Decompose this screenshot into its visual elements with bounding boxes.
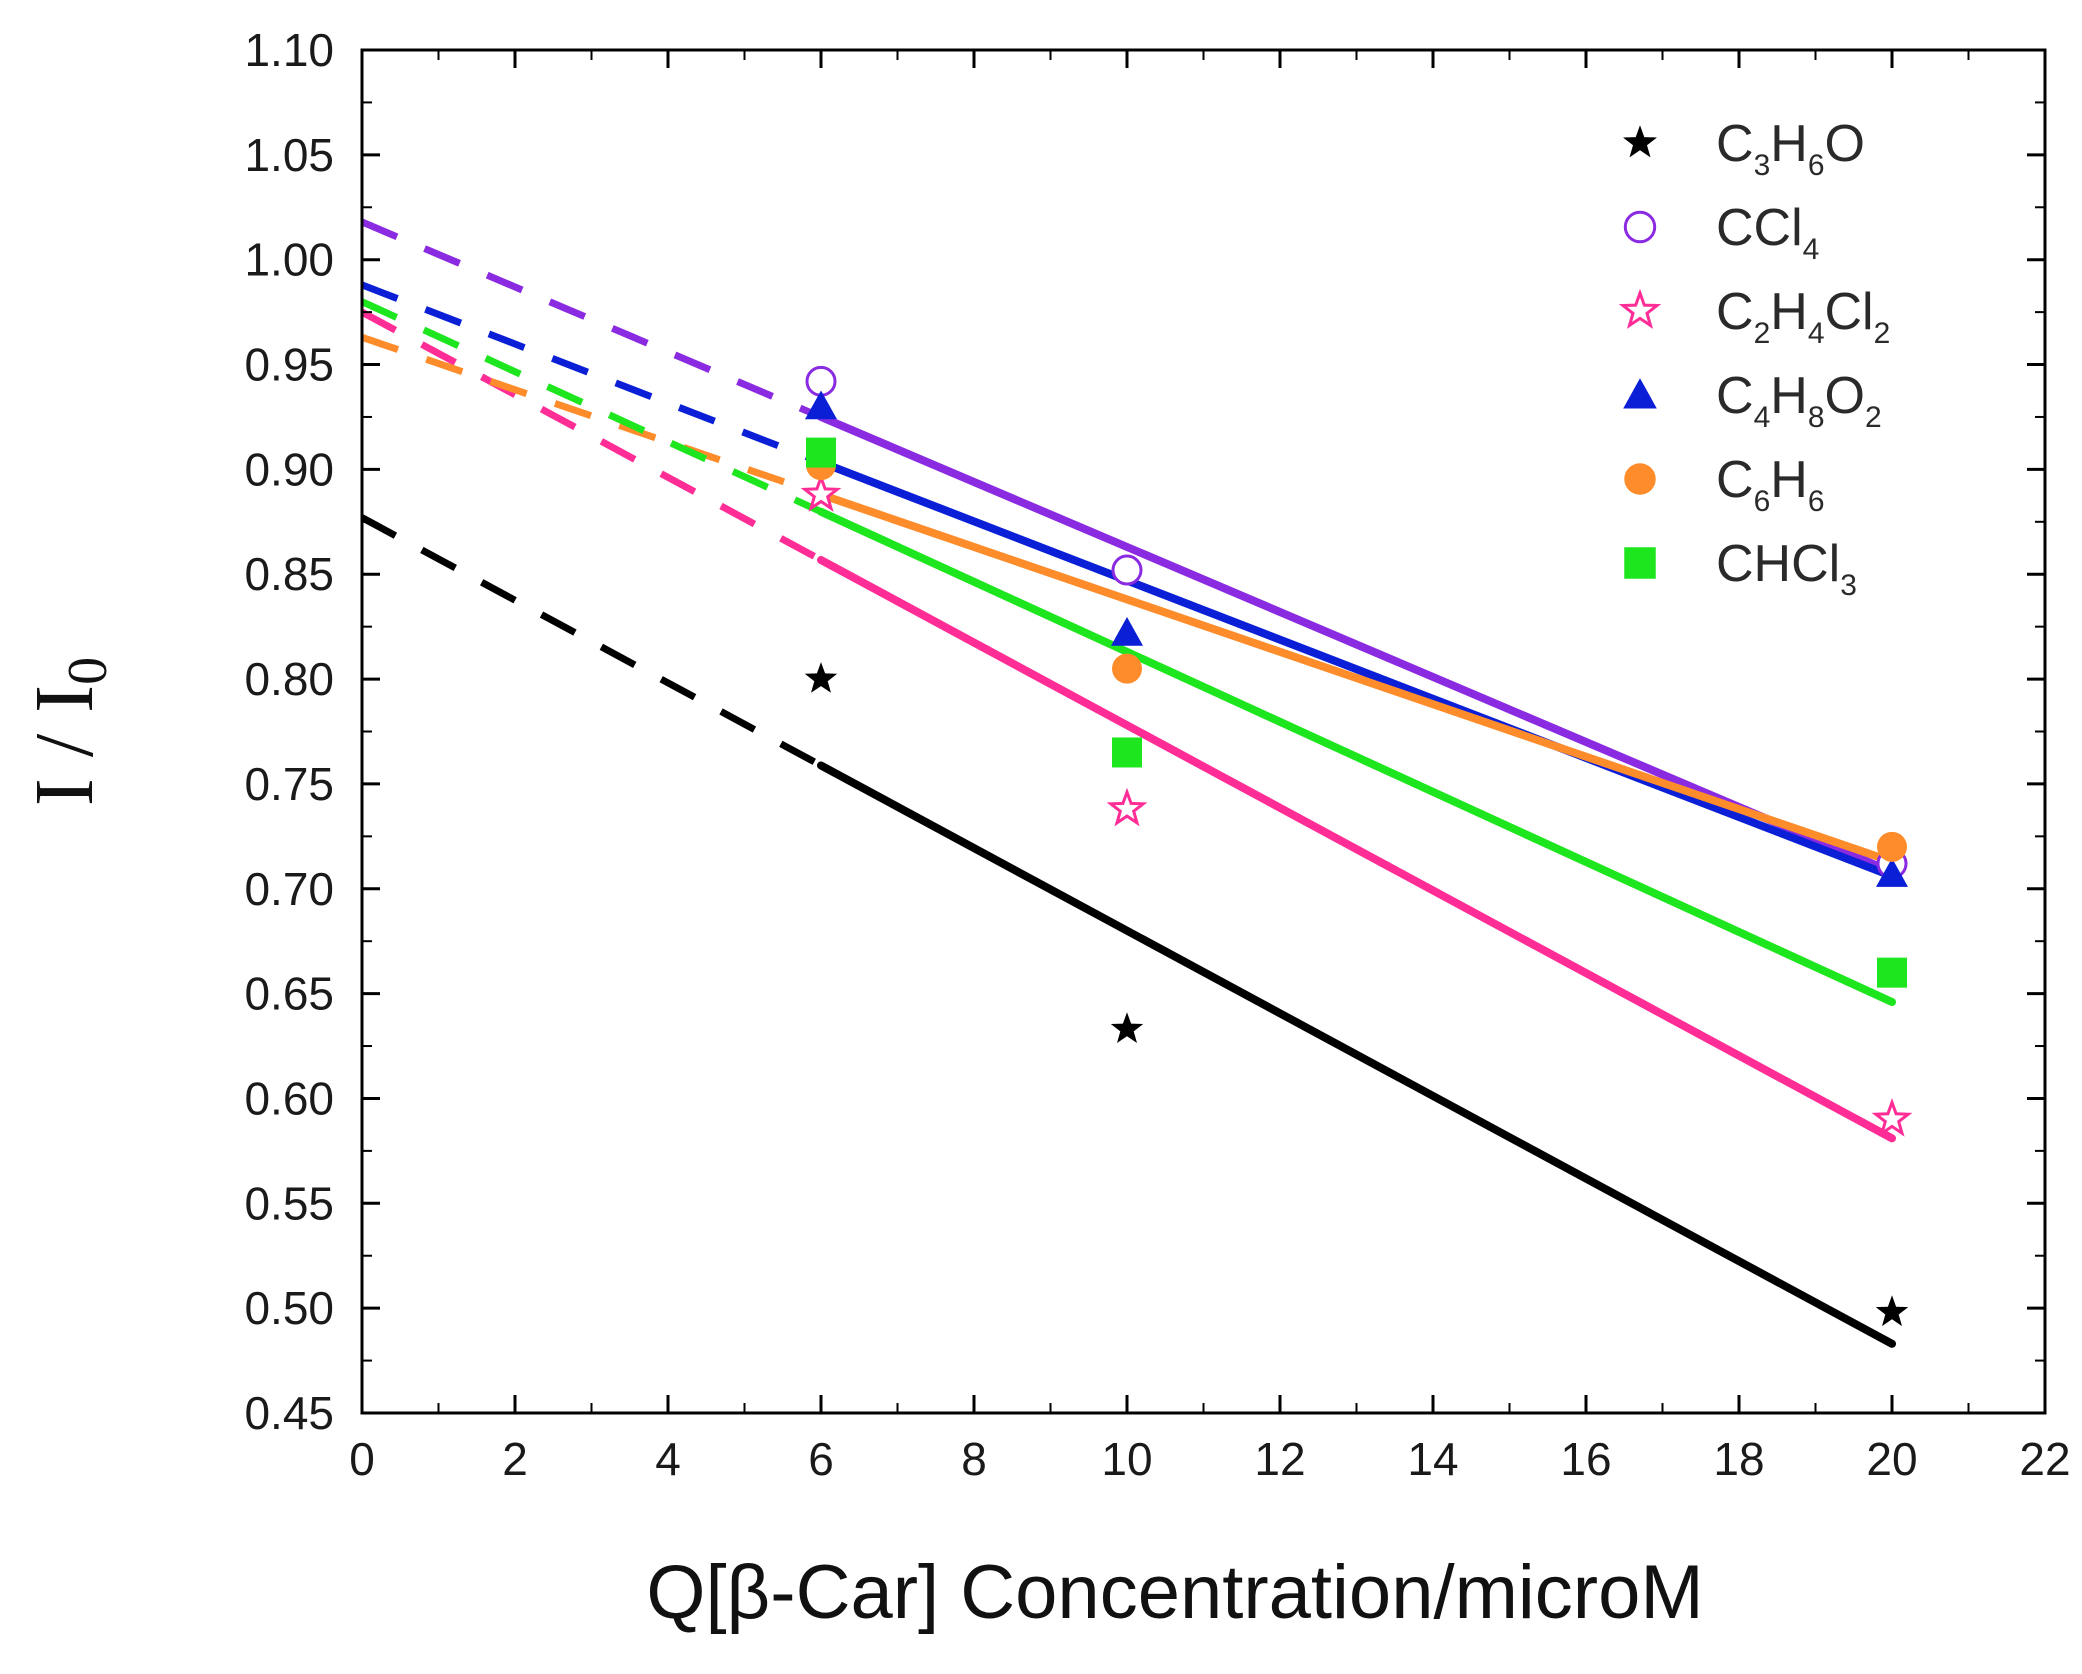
fit-extrapolation-chcl3 — [360, 298, 823, 515]
y-tick-label: 0.80 — [244, 653, 334, 705]
legend-marker-chcl3 — [1624, 547, 1656, 579]
x-tick-label: 22 — [2019, 1433, 2070, 1485]
y-axis-title: I / I0 — [18, 657, 119, 806]
legend-label-c3h6o: C3H6O — [1716, 115, 1865, 182]
x-tick-label: 4 — [655, 1433, 681, 1485]
y-tick-label: 0.50 — [244, 1282, 334, 1334]
data-point-c3h6o — [1110, 1012, 1144, 1043]
fit-line-c3h6o — [817, 761, 1896, 1348]
data-point-c4h8o2 — [1876, 858, 1908, 887]
data-point-c2h4cl2 — [800, 473, 842, 512]
legend: C3H6O CCl4 C2H4Cl2 C4H8O2 C6H6 CHCl3 — [1618, 115, 1890, 602]
legend-label-chcl3: CHCl3 — [1716, 535, 1857, 602]
axis-ticks: 0 2 4 6 8 10 12 14 16 18 20 22 0.45 0.50 0.55 0.60 0.65 0… — [244, 24, 2070, 1485]
x-axis-title: Q[β-Car] Concentration/microM — [646, 1550, 1703, 1635]
fit-extrapolation-c3h6o — [360, 514, 823, 769]
data-points — [800, 365, 1913, 1327]
fit-extrapolation-c2h4cl2 — [360, 309, 823, 564]
fit-line-c2h4cl2 — [817, 555, 1896, 1143]
data-point-c6h6 — [1112, 653, 1142, 684]
y-tick-label: 0.90 — [244, 443, 334, 495]
data-point-c4h8o2 — [1111, 616, 1143, 646]
x-tick-label: 6 — [808, 1433, 834, 1485]
x-tick-label: 12 — [1254, 1433, 1305, 1485]
y-tick-label: 0.65 — [244, 968, 334, 1020]
y-tick-label: 1.05 — [244, 129, 334, 181]
y-tick-label: 1.10 — [244, 24, 334, 76]
legend-label-ccl4: CCl4 — [1716, 199, 1819, 266]
y-tick-label: 0.55 — [244, 1177, 334, 1229]
legend-marker-c2h4cl2 — [1618, 288, 1662, 329]
legend-label-c4h8o2: C4H8O2 — [1716, 367, 1882, 434]
fit-line-c4h8o2 — [817, 458, 1896, 881]
fit-line-c6h6 — [817, 490, 1896, 866]
legend-marker-c3h6o — [1623, 125, 1657, 158]
x-tick-label: 20 — [1866, 1433, 1917, 1485]
x-tick-label: 8 — [961, 1433, 987, 1485]
y-tick-label: 0.70 — [244, 863, 334, 915]
y-tick-label: 0.85 — [244, 548, 334, 600]
legend-label-c6h6: C6H6 — [1716, 451, 1825, 518]
y-tick-label: 0.95 — [244, 339, 334, 391]
fit-extrapolation-ccl4 — [360, 218, 823, 421]
fit-extrapolation-c6h6 — [360, 333, 823, 498]
y-tick-label: 0.45 — [244, 1387, 334, 1439]
data-point-c3h6o — [1875, 1295, 1909, 1327]
legend-marker-ccl4 — [1623, 210, 1657, 244]
legend-marker-c6h6 — [1624, 463, 1656, 495]
x-tick-label: 18 — [1713, 1433, 1764, 1485]
data-point-chcl3 — [1877, 957, 1907, 988]
legend-label-c2h4cl2: C2H4Cl2 — [1716, 283, 1890, 350]
fit-lines — [360, 218, 1896, 1348]
x-tick-label: 10 — [1101, 1433, 1152, 1485]
data-point-c2h4cl2 — [1871, 1097, 1913, 1137]
y-tick-label: 0.75 — [244, 758, 334, 810]
y-tick-label: 0.60 — [244, 1072, 334, 1124]
fit-extrapolation-c4h8o2 — [360, 281, 823, 466]
data-point-chcl3 — [806, 437, 836, 468]
data-point-c6h6 — [1877, 831, 1907, 862]
y-tick-label: 1.00 — [244, 234, 334, 286]
legend-marker-c4h8o2 — [1623, 378, 1657, 409]
data-point-ccl4 — [1111, 554, 1143, 586]
data-point-c2h4cl2 — [1106, 787, 1148, 827]
x-tick-label: 0 — [349, 1433, 375, 1485]
data-point-c4h8o2 — [805, 390, 837, 420]
data-point-c3h6o — [804, 662, 838, 693]
data-point-chcl3 — [1112, 737, 1142, 768]
fit-line-chcl3 — [817, 507, 1896, 1007]
x-tick-label: 16 — [1560, 1433, 1611, 1485]
x-tick-label: 2 — [502, 1433, 528, 1485]
x-tick-label: 14 — [1407, 1433, 1458, 1485]
